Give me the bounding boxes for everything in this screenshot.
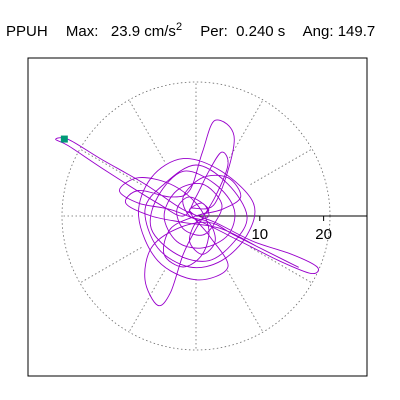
motion-trace-series <box>55 119 319 307</box>
peak-marker-group <box>60 135 68 143</box>
header-readout: PPUH Max: 23.9 cm/s2 Per: 0.240 s Ang: 1… <box>6 18 375 41</box>
per-value: 0.240 s <box>236 23 286 40</box>
grid-spoke-30 <box>250 148 313 185</box>
grid-spoke-300 <box>227 270 264 333</box>
radial-tick-label-10: 10 <box>251 226 268 243</box>
station-code: PPUH <box>6 23 48 40</box>
grid-spoke-210 <box>79 247 142 284</box>
max-label: Max: <box>65 23 99 40</box>
radial-axis-ticks: 10 20 <box>251 216 332 243</box>
max-unit: cm/s <box>144 23 176 40</box>
ang-label: Ang: <box>302 23 334 40</box>
ang-value: 149.7 <box>337 23 376 40</box>
peak-marker <box>60 135 68 143</box>
motion-trace-line <box>55 119 319 307</box>
grid-spoke-240 <box>128 270 165 333</box>
max-unit-exponent: 2 <box>175 21 183 33</box>
max-value: 23.9 <box>110 23 141 40</box>
per-label: Per: <box>200 23 228 40</box>
radial-tick-label-20: 20 <box>315 226 332 243</box>
grid-spoke-330 <box>250 247 313 284</box>
grid-spoke-120 <box>128 99 165 162</box>
plot-frame <box>27 57 368 377</box>
